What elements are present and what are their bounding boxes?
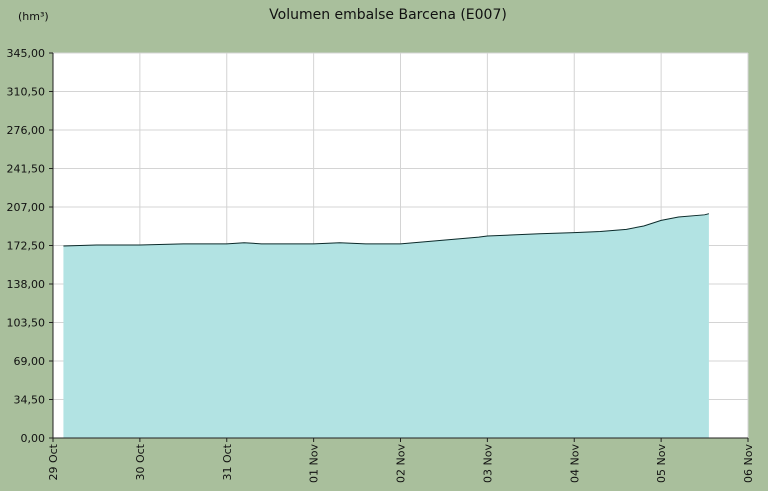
x-tick-label: 31 Oct [221, 443, 234, 480]
x-tick-labels: 29 Oct 30 Oct 31 Oct 01 Nov 02 Nov 03 Nov 04 N… [47, 443, 755, 483]
y-tick-labels: 0,00 34,50 69,00 103,50 138,00 172,50 207,00 24… [7, 47, 46, 445]
y-tick-label: 276,00 [7, 124, 46, 137]
y-tick-label: 69,00 [14, 355, 46, 368]
unit-label: (hm³) [18, 10, 49, 23]
y-tick-label: 241,50 [7, 163, 46, 176]
y-tick-label: 345,00 [7, 47, 46, 60]
y-tick-label: 0,00 [21, 432, 46, 445]
y-tick-label: 310,50 [7, 86, 46, 99]
y-tick-label: 138,00 [7, 278, 46, 291]
y-tick-label: 103,50 [7, 317, 46, 330]
series-layer [63, 213, 710, 438]
axes [49, 52, 749, 442]
x-tick-label: 02 Nov [395, 444, 408, 483]
x-tick-label: 29 Oct [47, 443, 60, 480]
x-tick-label: 01 Nov [308, 444, 321, 483]
x-tick-label: 05 Nov [655, 444, 668, 483]
x-tick-label: 03 Nov [481, 444, 494, 483]
x-tick-label: 04 Nov [568, 444, 581, 483]
x-tick-label: 06 Nov [742, 444, 755, 483]
y-tick-label: 172,50 [7, 240, 46, 253]
chart-title: Volumen embalse Barcena (E007) [269, 7, 507, 23]
y-tick-label: 34,50 [14, 394, 46, 407]
x-tick-label: 30 Oct [134, 443, 147, 480]
series-area [63, 213, 709, 438]
series-line [63, 213, 710, 247]
y-tick-label: 207,00 [7, 201, 46, 214]
